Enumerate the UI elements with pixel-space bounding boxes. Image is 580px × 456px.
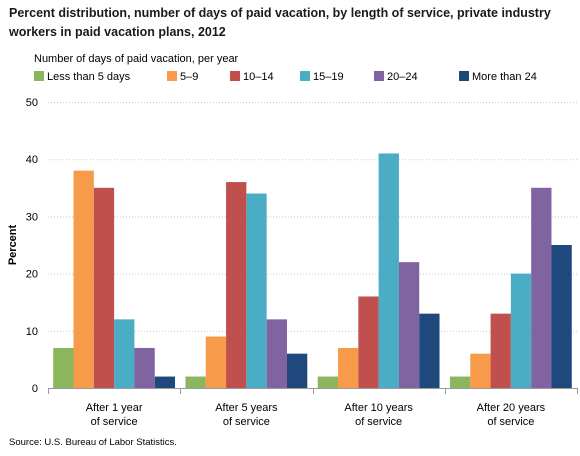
bar bbox=[490, 313, 511, 388]
bar bbox=[338, 347, 359, 388]
x-tick-label: After 10 years of service bbox=[344, 402, 413, 428]
legend-swatch bbox=[374, 71, 384, 81]
y-tick-label: 50 bbox=[26, 97, 38, 109]
y-tick-label: 0 bbox=[32, 383, 38, 395]
legend-swatch bbox=[459, 71, 469, 81]
bar bbox=[419, 313, 440, 388]
bar bbox=[53, 347, 74, 388]
bar bbox=[154, 376, 176, 388]
legend-swatch bbox=[300, 71, 310, 81]
legend-item: More than 24 bbox=[459, 71, 537, 83]
y-tick-label: 40 bbox=[26, 154, 38, 166]
x-tick-label: After 1 year of service bbox=[86, 402, 143, 428]
source-note: Source: U.S. Bureau of Labor Statistics. bbox=[9, 437, 177, 448]
bar bbox=[114, 319, 135, 388]
bar bbox=[551, 245, 572, 388]
bar bbox=[134, 347, 155, 388]
x-tick-label: After 20 years of service bbox=[477, 402, 546, 428]
y-tick-label: 10 bbox=[26, 326, 38, 338]
legend-label: More than 24 bbox=[472, 71, 537, 83]
y-tick-label: 30 bbox=[26, 211, 38, 223]
bar bbox=[266, 319, 287, 388]
bar bbox=[205, 336, 227, 388]
x-tick-label: After 5 years of service bbox=[215, 402, 278, 428]
bar bbox=[286, 353, 308, 388]
bar bbox=[73, 170, 94, 388]
legend-item: Less than 5 days bbox=[34, 71, 130, 83]
legend-item: 20–24 bbox=[374, 71, 418, 83]
bar bbox=[449, 376, 471, 388]
legend-swatch bbox=[230, 71, 240, 81]
bar bbox=[510, 273, 532, 388]
bar bbox=[185, 376, 206, 388]
bar bbox=[246, 193, 267, 388]
bar bbox=[531, 187, 552, 388]
legend-swatch bbox=[34, 71, 44, 81]
bar bbox=[398, 262, 420, 388]
y-tick-label: 20 bbox=[26, 269, 38, 281]
bar bbox=[226, 182, 247, 388]
bar bbox=[317, 376, 339, 388]
bar bbox=[93, 187, 115, 388]
bar bbox=[358, 296, 379, 388]
legend-label: 20–24 bbox=[387, 71, 418, 83]
legend-label: 10–14 bbox=[243, 71, 274, 83]
legend-label: 5–9 bbox=[180, 71, 199, 83]
legend-item: 5–9 bbox=[167, 71, 198, 83]
y-axis-title: Percent bbox=[7, 224, 19, 265]
chart-title: Percent distribution, number of days of … bbox=[9, 6, 551, 39]
legend-label: Less than 5 days bbox=[47, 71, 131, 83]
bar bbox=[378, 153, 399, 388]
legend-label: 15–19 bbox=[313, 71, 344, 83]
bar bbox=[470, 353, 491, 388]
legend-item: 10–14 bbox=[230, 71, 274, 83]
legend-swatch bbox=[167, 71, 177, 81]
legend-title: Number of days of paid vacation, per yea… bbox=[34, 53, 239, 65]
legend-item: 15–19 bbox=[300, 71, 344, 83]
